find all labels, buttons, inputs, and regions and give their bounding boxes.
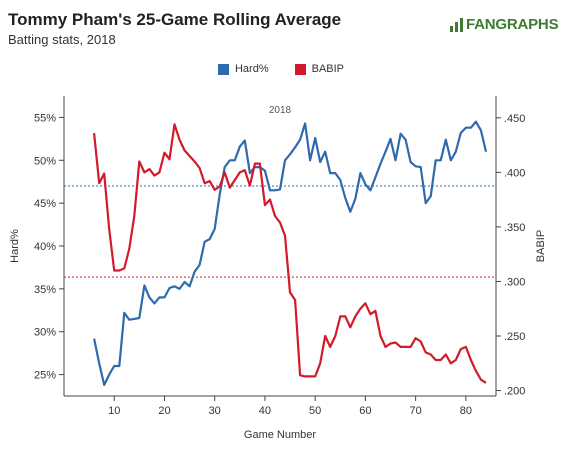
y-tick-label-left: 30% [34, 327, 56, 339]
y-axis-label-right: BABIP [535, 230, 547, 262]
y-axis-label-left: Hard% [9, 229, 21, 263]
y-tick-label-right: .300 [504, 276, 525, 288]
series-line-hard[interactable] [93, 120, 488, 386]
x-tick-label: 30 [209, 405, 221, 417]
y-tick-label-left: 55% [34, 112, 56, 124]
x-tick-label: 10 [108, 405, 120, 417]
y-tick-label-right: .200 [504, 386, 525, 398]
y-tick-label-right: .450 [504, 113, 525, 125]
x-axis-label: Game Number [244, 429, 316, 441]
series-line-babip[interactable] [93, 123, 487, 384]
x-tick-label: 20 [158, 405, 170, 417]
legend-item-hard[interactable]: Hard% [217, 63, 269, 75]
legend-swatch-babip [294, 63, 306, 75]
x-tick-label: 50 [309, 405, 321, 417]
chart-subtitle: Batting stats, 2018 [8, 32, 116, 47]
x-tick-label: 40 [259, 405, 271, 417]
legend-label-babip: BABIP [311, 63, 345, 75]
y-tick-label-right: .250 [504, 331, 525, 343]
y-tick-label-left: 45% [34, 198, 56, 210]
x-tick-label: 70 [410, 405, 422, 417]
fangraphs-logo[interactable]: FANGRAPHS [450, 16, 559, 33]
chart-legend: Hard% BABIP [0, 63, 562, 75]
x-tick-label: 80 [460, 405, 472, 417]
legend-swatch-hard [217, 63, 229, 75]
x-tick-label: 60 [359, 405, 371, 417]
legend-item-babip[interactable]: BABIP [294, 63, 345, 75]
y-tick-label-left: 40% [34, 241, 56, 253]
y-tick-label-left: 25% [34, 370, 56, 382]
y-tick-label-right: .400 [504, 167, 525, 179]
bar-chart-icon [450, 17, 463, 32]
logo-text: FANGRAPHS [466, 16, 559, 33]
chart-title: Tommy Pham's 25-Game Rolling Average [8, 10, 342, 29]
y-tick-label-right: .350 [504, 222, 525, 234]
year-annotation: 2018 [269, 105, 292, 116]
legend-label-hard: Hard% [234, 63, 269, 75]
y-tick-label-left: 50% [34, 155, 56, 167]
y-tick-label-left: 35% [34, 284, 56, 296]
